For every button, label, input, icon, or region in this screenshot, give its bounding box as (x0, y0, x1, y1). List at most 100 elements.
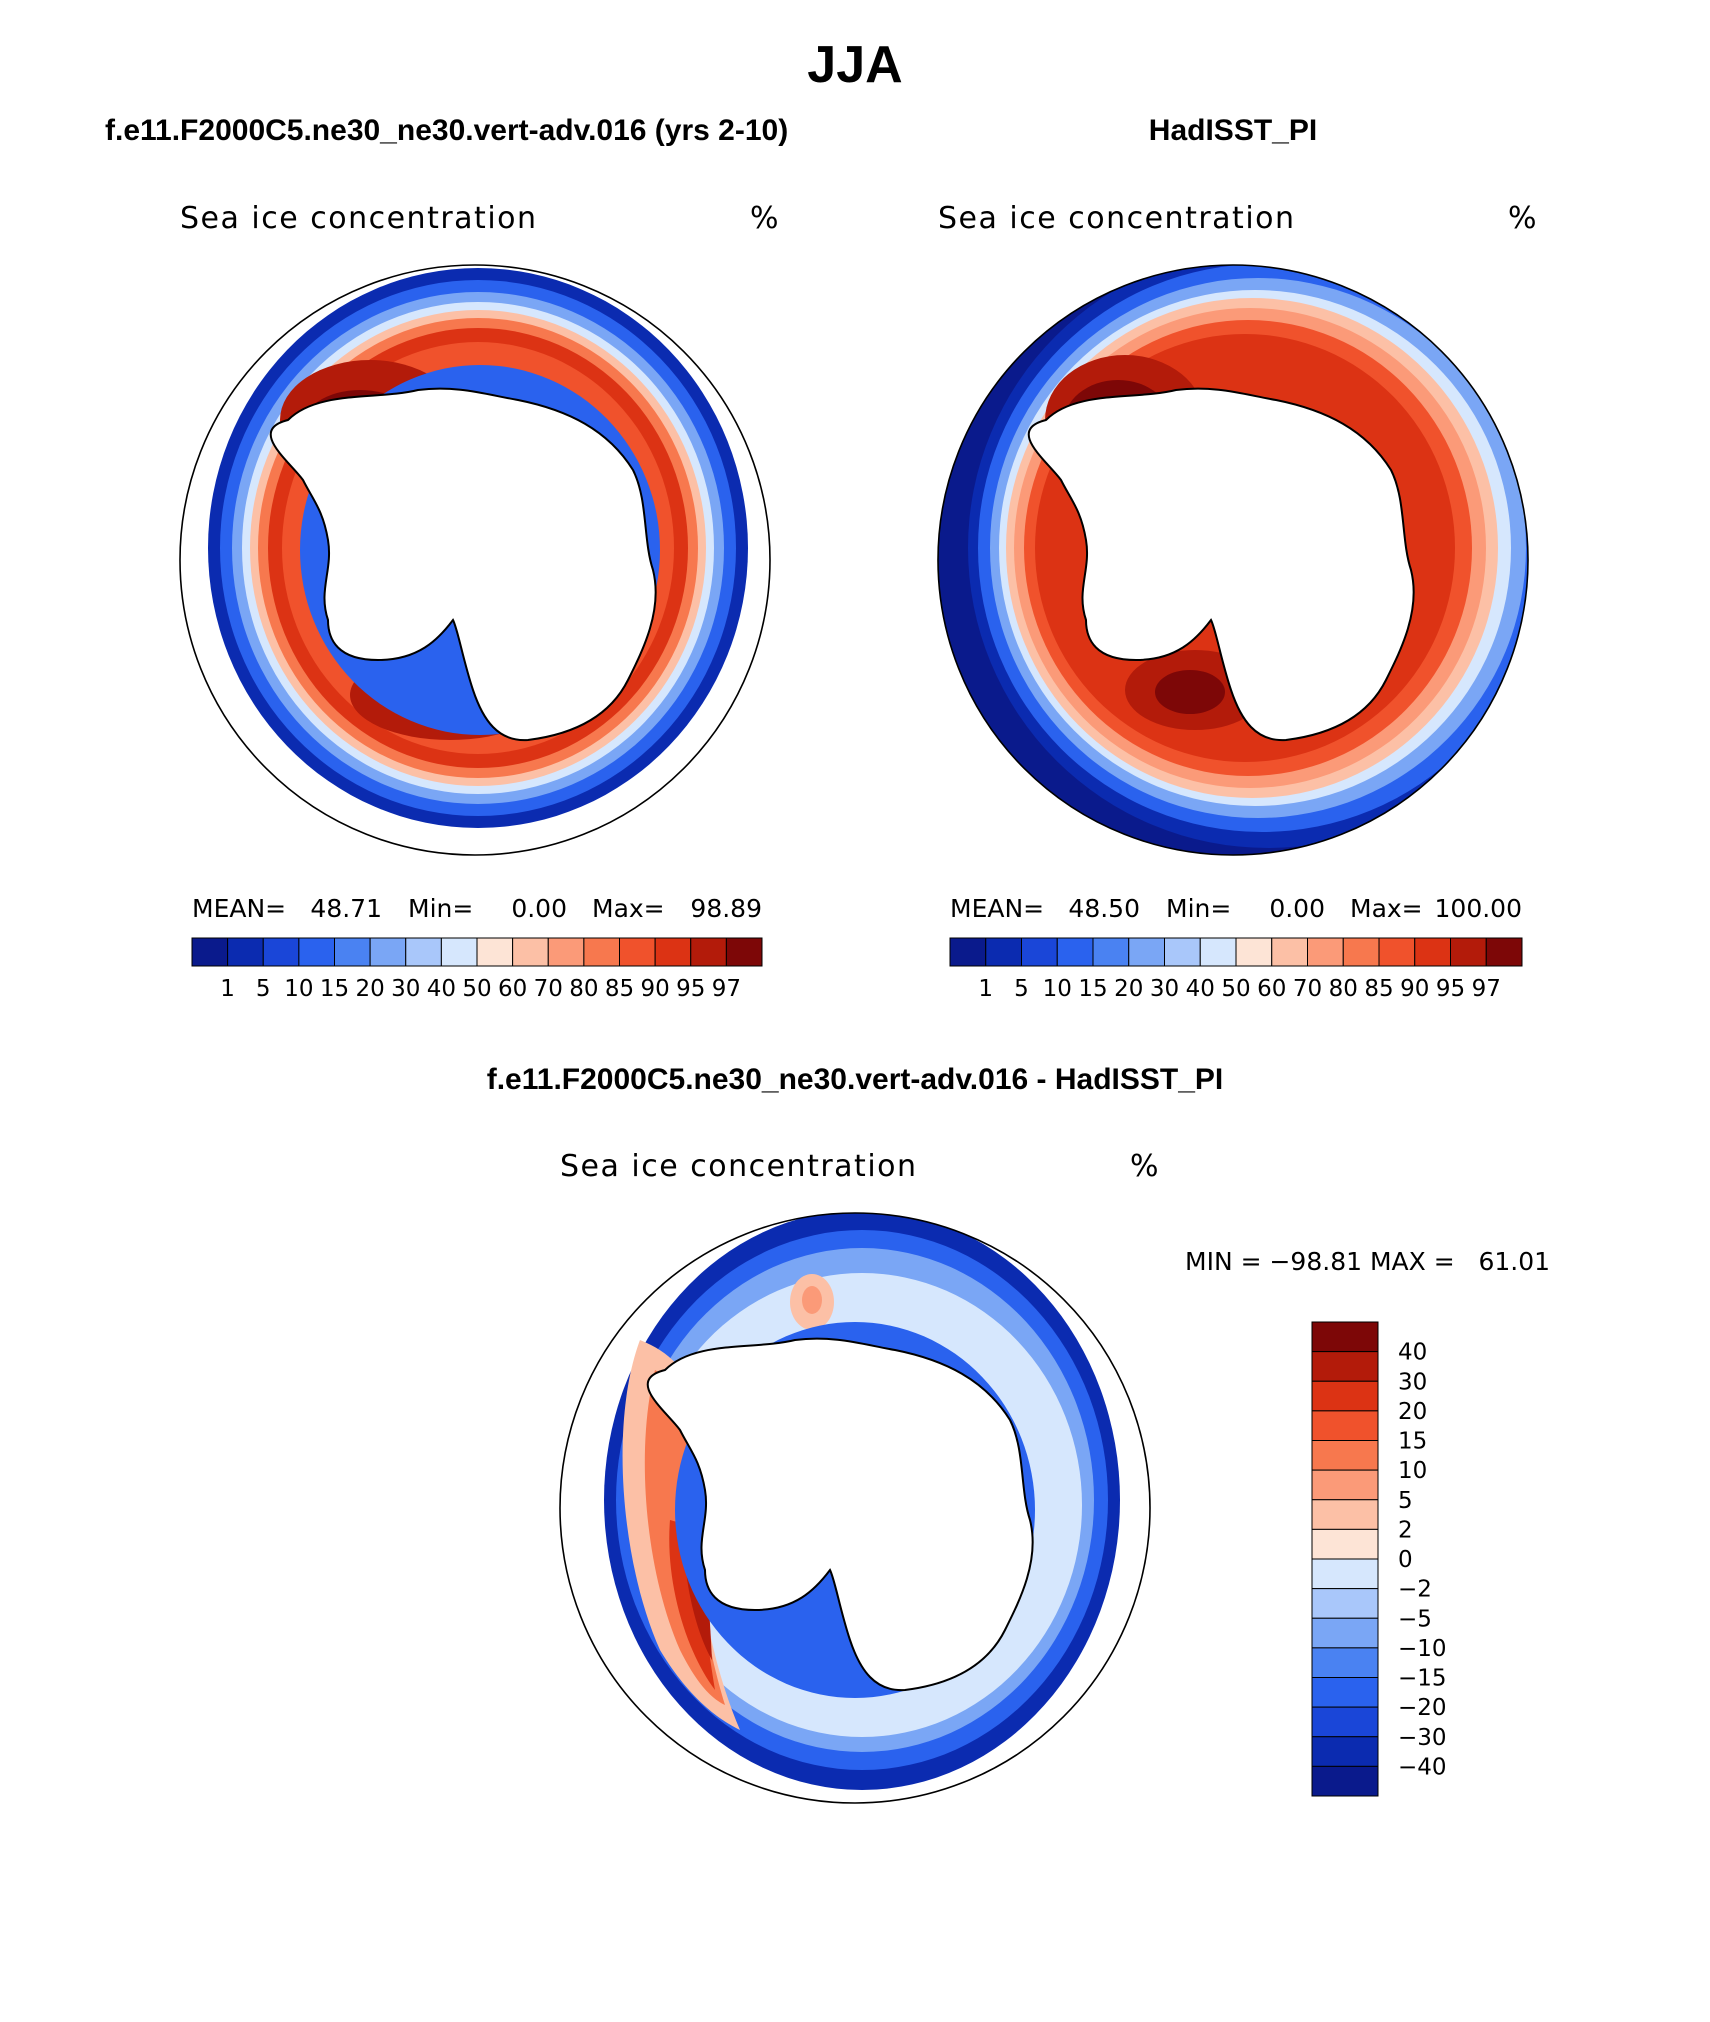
colorbar-swatch (583, 937, 620, 967)
map-difference (559, 1212, 1151, 1804)
colorbar-swatch (191, 937, 229, 967)
colorbar-label: 85 (1364, 976, 1393, 1002)
colorbar-swatch (1311, 1736, 1379, 1767)
colorbar-label: 15 (320, 976, 349, 1002)
colorbar-swatch (1414, 937, 1451, 967)
colorbar-model: 1 5 10 15 20 30 40 50 60 70 80 85 90 95 97 (191, 937, 763, 1002)
colorbar-label: 10 (284, 976, 313, 1002)
colorbar-label: 95 (676, 976, 705, 1002)
panel-difference: f.e11.F2000C5.ne30_ne30.vert-adv.016 - H… (487, 1063, 1550, 1804)
panel-difference-units: % (1130, 1149, 1159, 1184)
colorbar-label: −30 (1398, 1725, 1447, 1751)
colorbar-swatch (1378, 937, 1416, 967)
colorbar-swatch (1271, 937, 1308, 967)
colorbar-label: 20 (1114, 976, 1143, 1002)
colorbar-label: 30 (391, 976, 420, 1002)
stat-max-value: 98.89 (690, 894, 762, 923)
panel-observed-variable: Sea ice concentration (938, 201, 1296, 236)
colorbar-label: 5 (1014, 976, 1029, 1002)
panel-model-variable: Sea ice concentration (180, 201, 538, 236)
colorbar-swatch (1199, 937, 1237, 967)
colorbar-swatch (1485, 937, 1523, 967)
colorbar-label: −20 (1398, 1695, 1447, 1721)
colorbar-swatch (985, 937, 1022, 967)
colorbar-label: 97 (712, 976, 741, 1002)
panel-model-stats: MEAN= 48.71 Min= 0.00 Max= 98.89 (192, 894, 762, 923)
colorbar-swatch (725, 937, 763, 967)
page-title: JJA (807, 36, 902, 94)
colorbar-swatch (949, 937, 987, 967)
colorbar-swatch (405, 937, 442, 967)
stat-min-value: 0.00 (1269, 894, 1325, 923)
colorbar-swatch (369, 937, 407, 967)
colorbar-label: 10 (1043, 976, 1072, 1002)
panel-observed: HadISST_PI Sea ice concentration % (937, 114, 1537, 1002)
colorbar-swatch (440, 937, 478, 967)
stat-min-label: Min= (408, 894, 473, 923)
colorbar-swatch (1128, 937, 1165, 967)
colorbar-swatch (1311, 1499, 1379, 1530)
colorbar-label: 30 (1150, 976, 1179, 1002)
colorbar-swatch (1311, 1558, 1379, 1590)
colorbar-swatch (1311, 1765, 1379, 1797)
colorbar-swatch (1021, 937, 1058, 967)
colorbar-label: 80 (1329, 976, 1358, 1002)
colorbar-swatch (1311, 1440, 1379, 1471)
colorbar-observed: 1 5 10 15 20 30 40 50 60 70 80 85 90 95 97 (949, 937, 1523, 1002)
colorbar-label: 90 (640, 976, 669, 1002)
panel-difference-minmax: MIN = −98.81 MAX = 61.01 (1185, 1247, 1550, 1276)
panel-difference-variable: Sea ice concentration (560, 1149, 918, 1184)
colorbar-swatch (1311, 1677, 1379, 1708)
colorbar-swatch (476, 937, 514, 967)
colorbar-swatch (1311, 1380, 1379, 1412)
stat-max-label: Max= (592, 894, 665, 923)
colorbar-swatch (1307, 937, 1344, 967)
colorbar-swatch (547, 937, 585, 967)
map-observed (937, 264, 1529, 856)
colorbar-swatch (1235, 937, 1273, 967)
colorbar-swatch (1092, 937, 1130, 967)
colorbar-swatch (227, 937, 264, 967)
stat-max-label: Max= (1350, 894, 1423, 923)
colorbar-label: −10 (1398, 1636, 1447, 1662)
colorbar-label: 30 (1398, 1369, 1427, 1395)
stat-mean-label: MEAN= (950, 894, 1044, 923)
colorbar-label: 40 (427, 976, 456, 1002)
colorbar-label: −40 (1398, 1754, 1447, 1780)
colorbar-swatch (1311, 1617, 1379, 1649)
colorbar-swatch (1164, 937, 1201, 967)
colorbar-label: −5 (1398, 1606, 1432, 1632)
colorbar-swatch (1311, 1351, 1379, 1382)
colorbar-label: 90 (1400, 976, 1429, 1002)
colorbar-label: 60 (498, 976, 527, 1002)
panel-model: f.e11.F2000C5.ne30_ne30.vert-adv.016 (yr… (105, 114, 788, 1002)
colorbar-label: −15 (1398, 1666, 1447, 1692)
panel-model-header: f.e11.F2000C5.ne30_ne30.vert-adv.016 (yr… (105, 114, 788, 147)
colorbar-label: 2 (1398, 1517, 1413, 1543)
panel-observed-units: % (1508, 201, 1537, 236)
colorbar-label: 20 (355, 976, 384, 1002)
colorbar-swatch (1342, 937, 1380, 967)
colorbar-label: 60 (1257, 976, 1286, 1002)
stat-max-value: 100.00 (1435, 894, 1522, 923)
stat-mean-label: MEAN= (192, 894, 286, 923)
colorbar-label: 70 (534, 976, 563, 1002)
colorbar-label: 40 (1186, 976, 1215, 1002)
colorbar-swatch (1311, 1647, 1379, 1678)
colorbar-label: 5 (1398, 1488, 1413, 1514)
colorbar-label: 10 (1398, 1458, 1427, 1484)
colorbar-label: 1 (978, 976, 993, 1002)
colorbar-swatch (1311, 1706, 1379, 1738)
colorbar-label: 50 (1221, 976, 1250, 1002)
stat-mean-value: 48.71 (310, 894, 382, 923)
colorbar-swatch (1311, 1321, 1379, 1353)
stat-mean-value: 48.50 (1068, 894, 1140, 923)
colorbar-label: 0 (1398, 1547, 1413, 1573)
colorbar-label: 15 (1078, 976, 1107, 1002)
panel-observed-header: HadISST_PI (1149, 114, 1317, 147)
colorbar-label: 40 (1398, 1340, 1427, 1366)
colorbar-swatch (619, 937, 656, 967)
map-model (179, 264, 771, 856)
